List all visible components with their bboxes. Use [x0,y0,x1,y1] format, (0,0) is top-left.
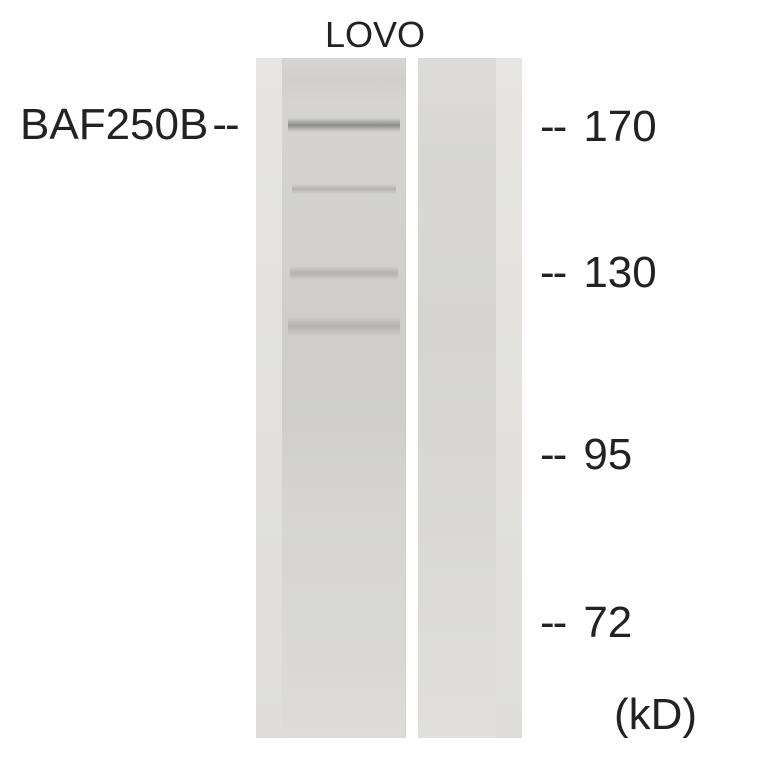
band [290,266,398,280]
mw-unit-label: (kD) [614,690,697,740]
lane-2 [418,58,496,738]
protein-name: BAF250B [20,100,208,150]
mw-tick: -- [540,430,565,480]
lane-header-text: LOVO [325,14,425,55]
blot-right-margin [496,58,522,738]
mw-marker-72: -- 72 [540,598,632,648]
lane-gutter [406,58,418,738]
mw-marker-170: -- 170 [540,102,657,152]
protein-label: BAF250B -- [20,100,238,150]
lane-header-label: LOVO [325,14,425,56]
mw-marker-130: -- 130 [540,248,657,298]
lane-smear [418,98,496,218]
lane-smear [282,478,406,738]
mw-tick: -- [540,598,565,648]
blot-left-margin [256,58,282,738]
lane-smear [282,338,406,478]
mw-tick: -- [540,248,565,298]
band [288,118,400,132]
mw-value: 95 [583,430,632,480]
protein-dash: -- [212,100,237,150]
mw-value: 72 [583,598,632,648]
blot-membrane [256,58,522,738]
mw-unit-text: (kD) [614,690,697,739]
mw-value: 170 [583,102,656,152]
mw-marker-95: -- 95 [540,430,632,480]
lane-smear [282,58,406,102]
lane-1 [282,58,406,738]
band [292,184,396,194]
mw-tick: -- [540,102,565,152]
mw-value: 130 [583,248,656,298]
band [288,316,400,336]
figure-root: LOVO BAF250B -- -- 170 -- 130 -- 95 -- 72 (kD) [0,0,764,764]
